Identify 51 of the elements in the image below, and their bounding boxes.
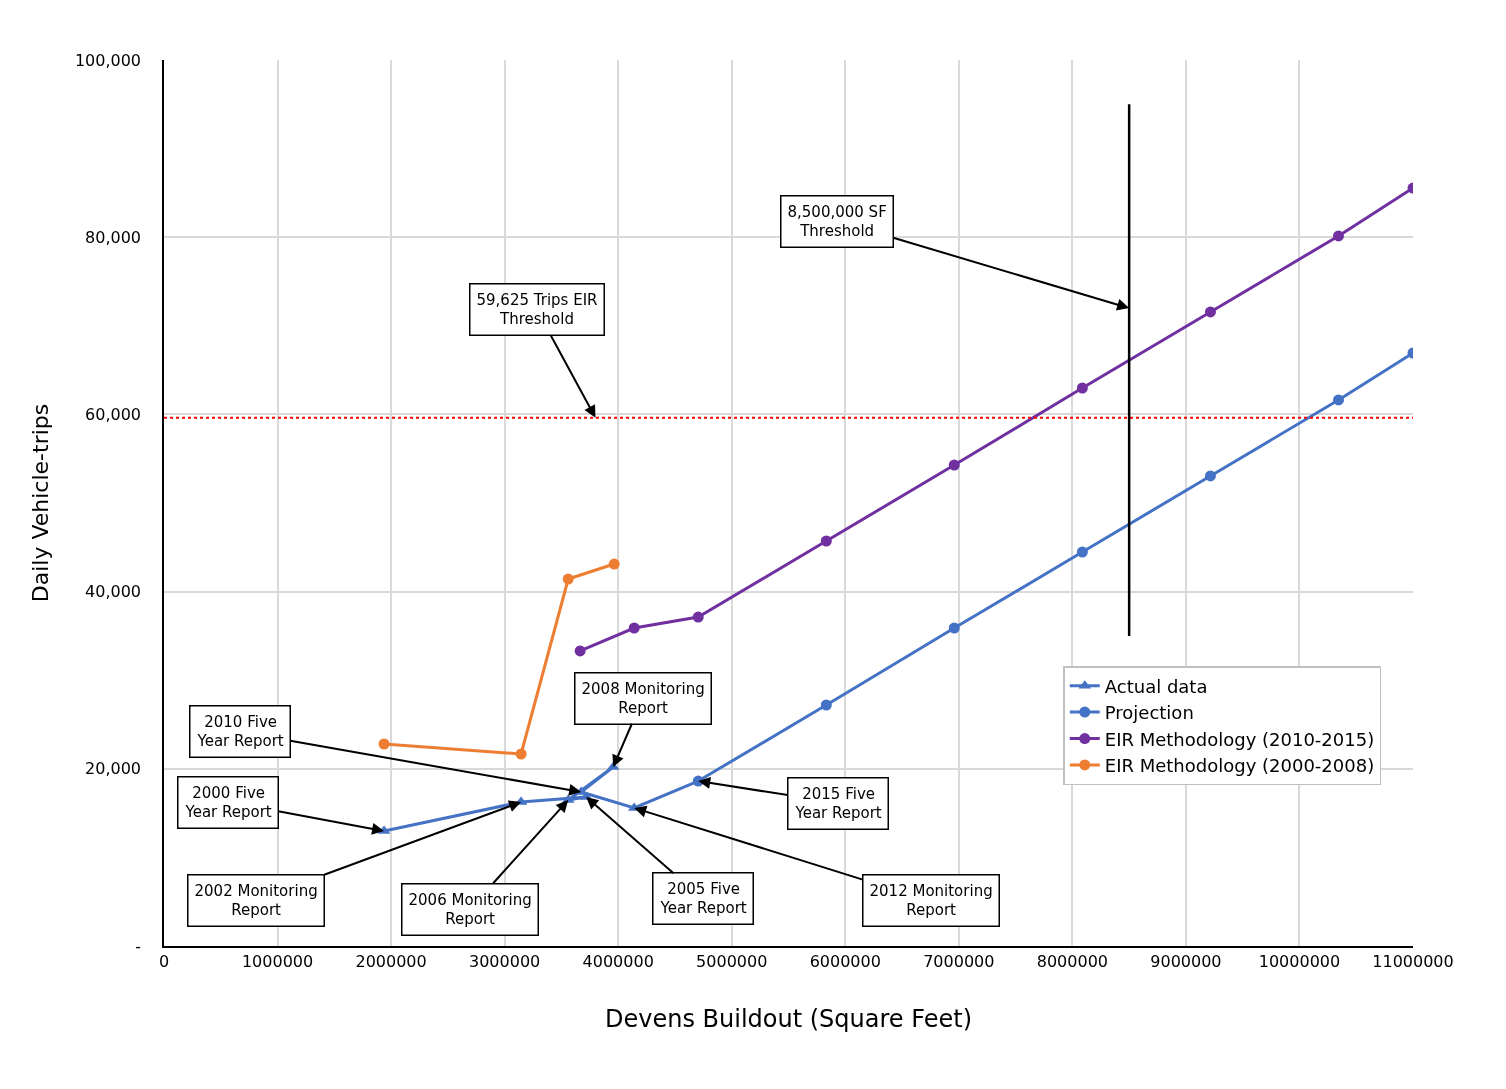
y-tick-label: 80,000 bbox=[85, 227, 142, 247]
point bbox=[820, 699, 832, 711]
annotation: 2006 Monitoring Report bbox=[408, 890, 532, 928]
x-tick-label: 1000000 bbox=[241, 951, 314, 971]
annotation: 59,625 Trips EIR Threshold bbox=[476, 290, 598, 328]
x-tick-label: 10000000 bbox=[1258, 951, 1341, 971]
x-axis-title: Devens Buildout (Square Feet) bbox=[604, 1004, 973, 1033]
annotation: 2008 Monitoring Report bbox=[581, 679, 705, 717]
annotation: 2015 Five Year Report bbox=[794, 784, 882, 822]
point bbox=[820, 535, 832, 547]
x-tick-label: 2000000 bbox=[355, 951, 427, 971]
x-tick-label: 5000000 bbox=[696, 951, 768, 971]
annotation: 2002 Monitoring Report bbox=[194, 881, 318, 919]
x-tick-label: 11000000 bbox=[1372, 951, 1454, 971]
legend-label: EIR Methodology (2010-2015) bbox=[1104, 728, 1375, 750]
y-tick-label: 100,000 bbox=[74, 50, 142, 70]
point bbox=[1333, 230, 1345, 242]
point bbox=[1076, 546, 1088, 558]
y-tick-label: 40,000 bbox=[85, 582, 142, 602]
point bbox=[1204, 306, 1216, 318]
point bbox=[692, 611, 704, 623]
annotation: 2010 Five Year Report bbox=[196, 712, 284, 750]
point bbox=[948, 622, 960, 634]
point bbox=[378, 738, 390, 750]
x-tick-label: 4000000 bbox=[582, 951, 654, 971]
x-tick-label: 8000000 bbox=[1036, 951, 1108, 971]
x-tick-label: 0 bbox=[158, 951, 170, 971]
y-tick-label: 20,000 bbox=[85, 759, 142, 779]
y-tick-label: - bbox=[135, 936, 142, 956]
point bbox=[562, 573, 574, 585]
y-axis-title: Daily Vehicle-trips bbox=[28, 403, 54, 603]
annotation: 2012 Monitoring Report bbox=[869, 881, 993, 919]
y-tick-label: 60,000 bbox=[85, 405, 142, 424]
point bbox=[574, 645, 586, 657]
point bbox=[515, 748, 527, 760]
legend-label: Projection bbox=[1104, 702, 1194, 724]
point bbox=[1333, 394, 1345, 406]
annotation: 8,500,000 SF Threshold bbox=[787, 202, 887, 240]
x-tick-label: 7000000 bbox=[923, 951, 995, 971]
point bbox=[1204, 470, 1216, 482]
x-tick-label: 9000000 bbox=[1150, 951, 1222, 971]
point bbox=[1076, 382, 1088, 394]
legend-label: Actual data bbox=[1104, 675, 1208, 697]
annotation: 2005 Five Year Report bbox=[659, 879, 747, 917]
x-tick-label: 3000000 bbox=[469, 951, 541, 971]
point bbox=[948, 459, 960, 471]
legend-label: EIR Methodology (2000-2008) bbox=[1104, 754, 1375, 776]
annotation: 2000 Five Year Report bbox=[184, 783, 272, 821]
point bbox=[628, 622, 640, 634]
point bbox=[608, 558, 620, 570]
x-tick-label: 6000000 bbox=[809, 951, 881, 971]
